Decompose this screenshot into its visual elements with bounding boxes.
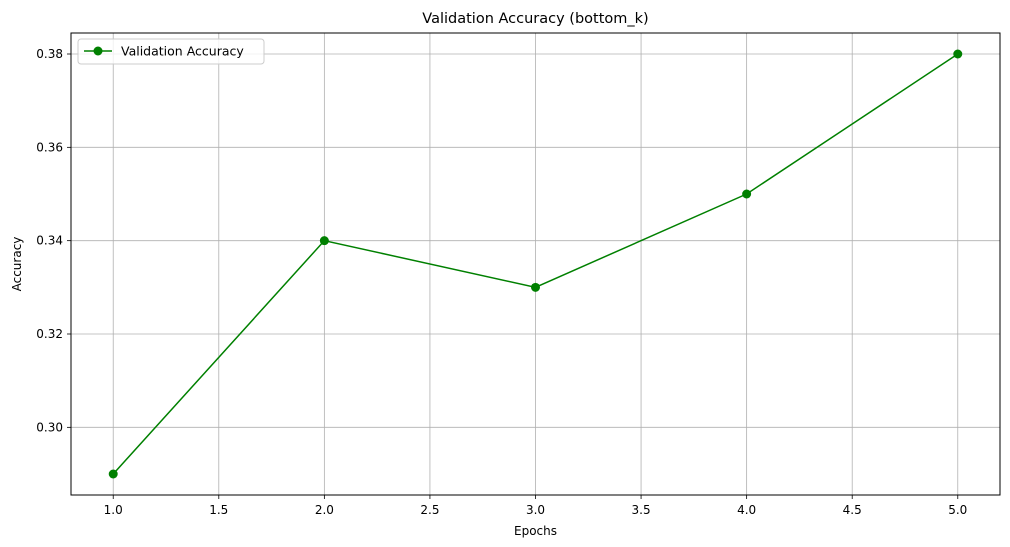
x-tick-label: 1.0 bbox=[104, 503, 123, 517]
x-tick-label: 3.5 bbox=[632, 503, 651, 517]
x-tick-label: 4.0 bbox=[737, 503, 756, 517]
x-tick-label: 4.5 bbox=[843, 503, 862, 517]
x-tick-label: 1.5 bbox=[209, 503, 228, 517]
x-tick-label: 3.0 bbox=[526, 503, 545, 517]
chart-title: Validation Accuracy (bottom_k) bbox=[422, 11, 648, 27]
data-point bbox=[531, 282, 540, 292]
legend-entry-label: Validation Accuracy bbox=[121, 44, 244, 59]
y-tick-label: 0.38 bbox=[36, 47, 63, 61]
data-point bbox=[742, 189, 752, 199]
y-tick-label: 0.34 bbox=[36, 234, 63, 248]
x-tick-label: 2.0 bbox=[315, 503, 334, 517]
legend-marker-swatch bbox=[93, 46, 103, 56]
y-axis-ticks: 0.30 0.32 0.34 0.36 0.38 bbox=[36, 47, 71, 434]
legend-box bbox=[77, 38, 265, 65]
data-point bbox=[108, 469, 118, 479]
data-point bbox=[953, 49, 963, 59]
x-tick-label: 2.5 bbox=[420, 503, 439, 517]
x-axis-label: Epochs bbox=[514, 524, 557, 538]
x-axis-ticks: 1.0 1.5 2.0 2.5 3.0 3.5 4.0 4.5 5.0 bbox=[104, 495, 967, 517]
y-tick-label: 0.30 bbox=[36, 420, 63, 434]
grid-lines bbox=[71, 33, 1000, 495]
y-tick-label: 0.32 bbox=[36, 327, 63, 341]
y-axis-label: Accuracy bbox=[10, 237, 24, 292]
data-point bbox=[319, 236, 329, 246]
series-layer bbox=[108, 49, 963, 479]
y-tick-label: 0.36 bbox=[36, 140, 63, 154]
x-tick-label: 5.0 bbox=[948, 503, 967, 517]
legend: Validation Accuracy bbox=[77, 38, 265, 65]
